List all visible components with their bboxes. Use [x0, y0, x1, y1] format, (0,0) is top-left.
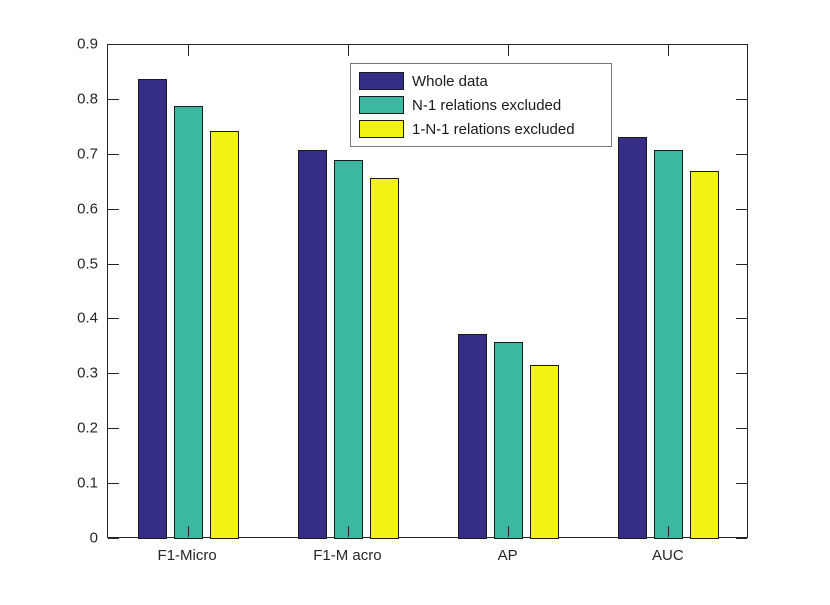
- x-axis-tick-top: [508, 45, 510, 56]
- y-axis-tick: [108, 263, 119, 265]
- y-axis-tick: [108, 373, 119, 375]
- legend-swatch: [359, 120, 404, 138]
- x-axis-tick: [187, 526, 189, 537]
- bar: [654, 149, 684, 539]
- y-axis-tick-right: [736, 538, 747, 539]
- y-axis-tick-right: [736, 208, 747, 210]
- bar: [369, 177, 399, 539]
- bar: [530, 365, 560, 539]
- x-category-label: AP: [497, 547, 518, 564]
- bar: [173, 105, 203, 539]
- y-tick-label: 0.3: [77, 364, 98, 382]
- x-axis-tick-top: [187, 45, 189, 56]
- x-axis-tick: [668, 526, 670, 537]
- y-axis-tick: [108, 44, 119, 45]
- bar: [297, 150, 327, 539]
- y-axis-tick-right: [736, 153, 747, 155]
- legend-label: 1-N-1 relations excluded: [412, 120, 575, 138]
- y-axis-tick: [108, 98, 119, 100]
- legend-item: N-1 relations excluded: [351, 96, 611, 114]
- y-tick-label: 0.6: [77, 200, 98, 218]
- y-axis-tick-right: [736, 373, 747, 375]
- y-tick-label: 0.1: [77, 474, 98, 492]
- x-category-label: F1-M acro: [313, 547, 382, 564]
- x-axis-tick: [347, 526, 349, 537]
- bar: [137, 79, 167, 539]
- y-axis-tick: [108, 153, 119, 155]
- legend-item: Whole data: [351, 72, 611, 90]
- y-tick-label: 0.2: [77, 419, 98, 437]
- y-axis-tick-right: [736, 428, 747, 430]
- y-axis-tick-right: [736, 44, 747, 45]
- y-axis-tick: [108, 318, 119, 320]
- y-tick-label: 0: [89, 529, 98, 547]
- x-category-label: F1-Micro: [157, 547, 217, 564]
- bar: [690, 171, 720, 539]
- y-axis-tick-right: [736, 98, 747, 100]
- y-tick-label: 0.7: [77, 145, 98, 163]
- x-axis-tick-top: [347, 45, 349, 56]
- y-tick-label: 0.8: [77, 90, 98, 108]
- bar: [618, 137, 648, 539]
- legend-swatch: [359, 72, 404, 90]
- y-axis-tick: [108, 538, 119, 539]
- y-axis-tick-right: [736, 263, 747, 265]
- y-axis-tick: [108, 208, 119, 210]
- legend-item: 1-N-1 relations excluded: [351, 120, 611, 138]
- bar: [458, 334, 488, 539]
- x-category-label: AUC: [652, 547, 684, 564]
- y-axis-tick-right: [736, 318, 747, 320]
- y-tick-label: 0.9: [77, 35, 98, 53]
- y-tick-label: 0.5: [77, 255, 98, 273]
- y-axis-tick: [108, 483, 119, 485]
- legend-label: Whole data: [412, 72, 488, 90]
- bar: [209, 130, 239, 539]
- y-axis-tick-right: [736, 483, 747, 485]
- y-axis-tick: [108, 428, 119, 430]
- legend-label: N-1 relations excluded: [412, 96, 562, 114]
- bar: [494, 342, 524, 539]
- legend: Whole data N-1 relations excluded 1-N-1 re…: [350, 63, 612, 147]
- x-axis-tick-top: [668, 45, 670, 56]
- bar: [333, 159, 363, 539]
- legend-swatch: [359, 96, 404, 114]
- x-axis-tick: [508, 526, 510, 537]
- y-tick-label: 0.4: [77, 309, 98, 327]
